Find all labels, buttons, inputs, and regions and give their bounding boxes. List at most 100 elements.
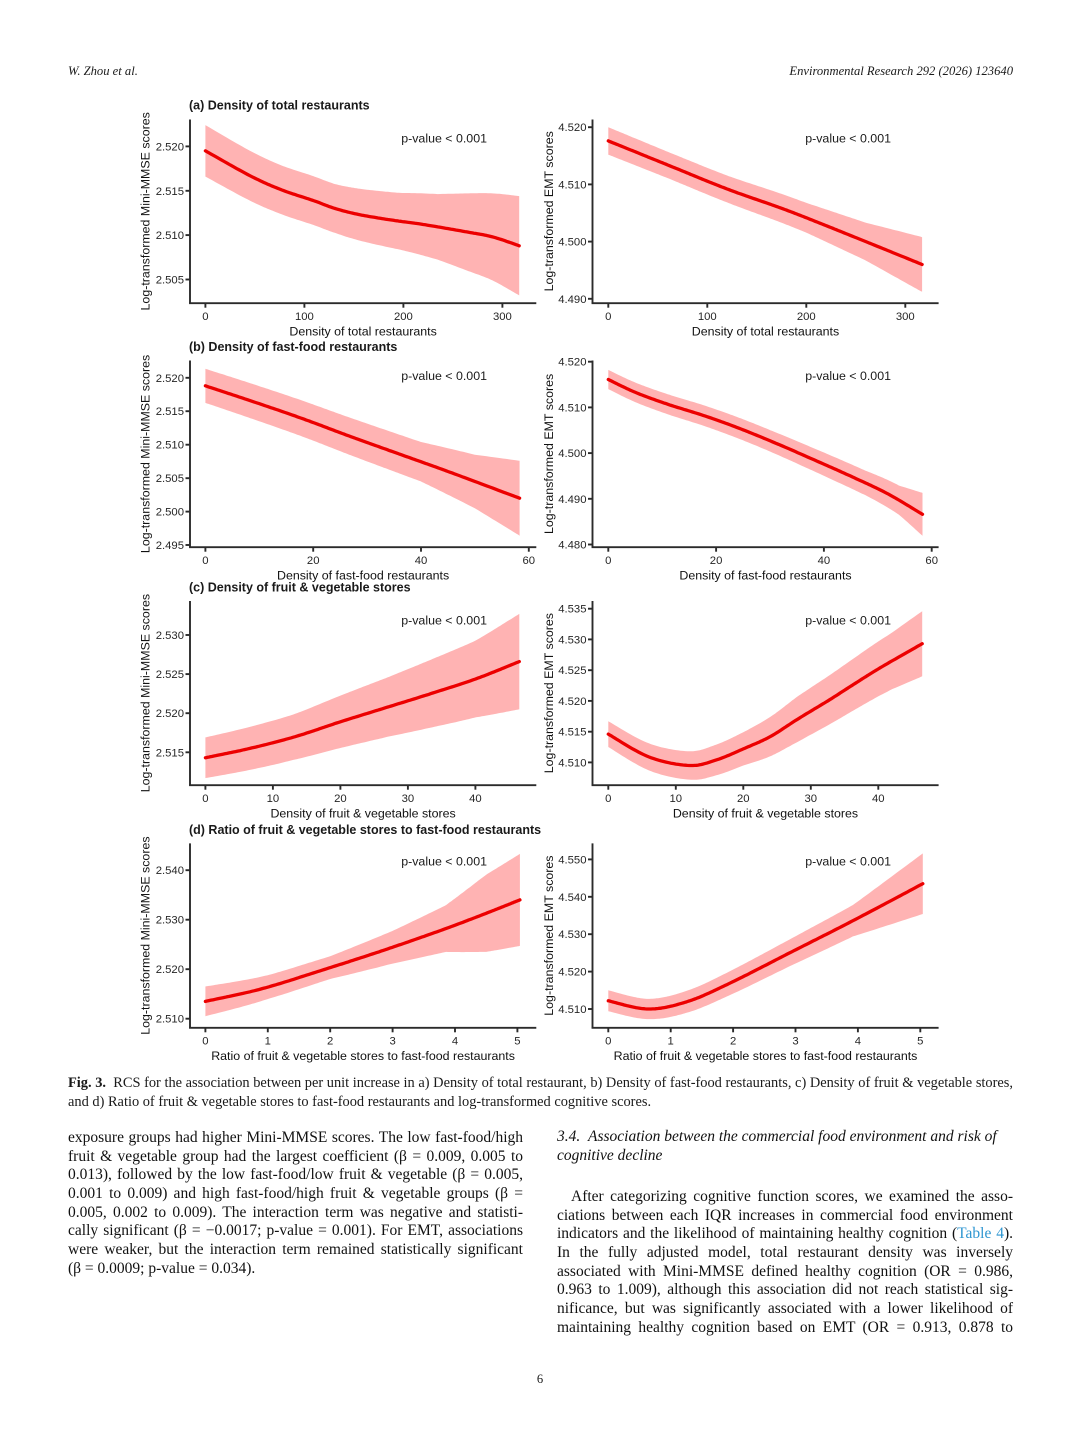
svg-text:2.520: 2.520: [156, 964, 184, 976]
svg-text:p-value < 0.001: p-value < 0.001: [805, 855, 891, 869]
svg-text:20: 20: [307, 555, 320, 567]
svg-text:200: 200: [394, 311, 413, 323]
svg-text:2.510: 2.510: [156, 230, 184, 242]
svg-text:10: 10: [670, 793, 683, 805]
svg-text:Density of fruit & vegetable s: Density of fruit & vegetable stores: [270, 807, 455, 821]
svg-text:0: 0: [202, 311, 208, 323]
svg-text:2.520: 2.520: [156, 708, 184, 720]
svg-text:Log-transformed EMT scores: Log-transformed EMT scores: [542, 374, 556, 534]
svg-text:4.500: 4.500: [558, 448, 586, 460]
svg-text:2.515: 2.515: [156, 406, 184, 418]
svg-text:2.510: 2.510: [156, 1014, 184, 1026]
svg-text:Density of total restaurants: Density of total restaurants: [692, 325, 839, 339]
svg-text:Ratio of fruit & vegetable sto: Ratio of fruit & vegetable stores to fas…: [211, 1049, 515, 1063]
svg-text:Log-transformed Mini-MMSE scor: Log-transformed Mini-MMSE scores: [139, 836, 153, 1034]
svg-text:30: 30: [402, 793, 415, 805]
svg-text:p-value < 0.001: p-value < 0.001: [401, 614, 487, 628]
svg-text:4.520: 4.520: [558, 967, 586, 979]
svg-text:2.540: 2.540: [156, 865, 184, 877]
svg-text:4.490: 4.490: [558, 294, 586, 306]
svg-text:0: 0: [605, 311, 611, 323]
svg-text:Density of fast-food restauran: Density of fast-food restaurants: [277, 569, 449, 583]
svg-text:2.515: 2.515: [156, 186, 184, 198]
svg-text:4.510: 4.510: [558, 179, 586, 191]
svg-text:4.515: 4.515: [558, 727, 586, 739]
svg-text:Log-transformed Mini-MMSE scor: Log-transformed Mini-MMSE scores: [139, 112, 153, 310]
svg-text:4: 4: [452, 1035, 458, 1047]
svg-text:300: 300: [896, 311, 915, 323]
svg-text:(b) Density of fast-food resta: (b) Density of fast-food restaurants: [189, 340, 397, 354]
svg-text:2: 2: [730, 1035, 736, 1047]
svg-text:p-value < 0.001: p-value < 0.001: [805, 614, 891, 628]
svg-text:40: 40: [415, 555, 428, 567]
svg-text:4.510: 4.510: [558, 757, 586, 769]
svg-text:4.490: 4.490: [558, 494, 586, 506]
svg-text:p-value < 0.001: p-value < 0.001: [401, 855, 487, 869]
svg-text:40: 40: [469, 793, 482, 805]
svg-text:4.525: 4.525: [558, 665, 586, 677]
svg-text:2.505: 2.505: [156, 473, 184, 485]
svg-text:4.510: 4.510: [558, 402, 586, 414]
svg-text:4.535: 4.535: [558, 604, 586, 616]
svg-text:2.530: 2.530: [156, 630, 184, 642]
svg-text:Log-transformed EMT scores: Log-transformed EMT scores: [542, 131, 556, 291]
svg-text:4.520: 4.520: [558, 122, 586, 134]
svg-text:3: 3: [792, 1035, 798, 1047]
svg-text:100: 100: [295, 311, 314, 323]
svg-text:0: 0: [605, 555, 611, 567]
svg-text:100: 100: [698, 311, 717, 323]
svg-text:4.540: 4.540: [558, 892, 586, 904]
svg-text:2: 2: [327, 1035, 333, 1047]
svg-text:p-value < 0.001: p-value < 0.001: [805, 131, 891, 145]
svg-text:p-value < 0.001: p-value < 0.001: [401, 369, 487, 383]
svg-text:2.520: 2.520: [156, 373, 184, 385]
svg-text:4.550: 4.550: [558, 854, 586, 866]
svg-text:20: 20: [737, 793, 750, 805]
svg-text:Log-transformed Mini-MMSE scor: Log-transformed Mini-MMSE scores: [139, 594, 153, 792]
svg-text:p-value < 0.001: p-value < 0.001: [805, 369, 891, 383]
svg-text:40: 40: [872, 793, 885, 805]
svg-text:1: 1: [265, 1035, 271, 1047]
svg-text:(d) Ratio of fruit & vegetable: (d) Ratio of fruit & vegetable stores to…: [189, 823, 541, 837]
svg-text:0: 0: [605, 793, 611, 805]
svg-text:4.510: 4.510: [558, 1004, 586, 1016]
svg-text:Log-transformed EMT scores: Log-transformed EMT scores: [542, 613, 556, 773]
svg-text:40: 40: [818, 555, 831, 567]
svg-text:0: 0: [202, 1035, 208, 1047]
svg-text:(a) Density of total restauran: (a) Density of total restaurants: [189, 99, 370, 113]
svg-text:4.530: 4.530: [558, 634, 586, 646]
svg-text:Density of total restaurants: Density of total restaurants: [289, 325, 436, 339]
svg-text:20: 20: [334, 793, 347, 805]
svg-text:Density of fast-food restauran: Density of fast-food restaurants: [679, 569, 851, 583]
svg-text:60: 60: [925, 555, 938, 567]
svg-text:2.530: 2.530: [156, 915, 184, 927]
svg-text:4.520: 4.520: [558, 696, 586, 708]
svg-text:1: 1: [668, 1035, 674, 1047]
svg-text:4: 4: [855, 1035, 861, 1047]
svg-text:(c) Density of fruit & vegetab: (c) Density of fruit & vegetable stores: [189, 581, 411, 595]
svg-text:300: 300: [493, 311, 512, 323]
svg-text:2.510: 2.510: [156, 440, 184, 452]
svg-text:Density of fruit & vegetable s: Density of fruit & vegetable stores: [673, 807, 858, 821]
svg-text:2.505: 2.505: [156, 275, 184, 287]
svg-text:0: 0: [202, 793, 208, 805]
svg-text:60: 60: [523, 555, 536, 567]
svg-text:Ratio of fruit & vegetable sto: Ratio of fruit & vegetable stores to fas…: [614, 1049, 918, 1063]
svg-text:Log-transformed EMT scores: Log-transformed EMT scores: [542, 855, 556, 1015]
svg-text:2.495: 2.495: [156, 540, 184, 552]
svg-text:4.480: 4.480: [558, 540, 586, 552]
svg-text:3: 3: [389, 1035, 395, 1047]
svg-text:5: 5: [514, 1035, 520, 1047]
svg-text:2.500: 2.500: [156, 507, 184, 519]
svg-text:20: 20: [710, 555, 723, 567]
svg-text:2.525: 2.525: [156, 669, 184, 681]
svg-text:200: 200: [797, 311, 816, 323]
svg-text:4.500: 4.500: [558, 237, 586, 249]
svg-text:2.515: 2.515: [156, 747, 184, 759]
svg-text:4.530: 4.530: [558, 929, 586, 941]
svg-text:2.520: 2.520: [156, 141, 184, 153]
svg-text:4.520: 4.520: [558, 357, 586, 369]
svg-text:0: 0: [605, 1035, 611, 1047]
svg-text:p-value < 0.001: p-value < 0.001: [401, 131, 487, 145]
svg-text:0: 0: [202, 555, 208, 567]
